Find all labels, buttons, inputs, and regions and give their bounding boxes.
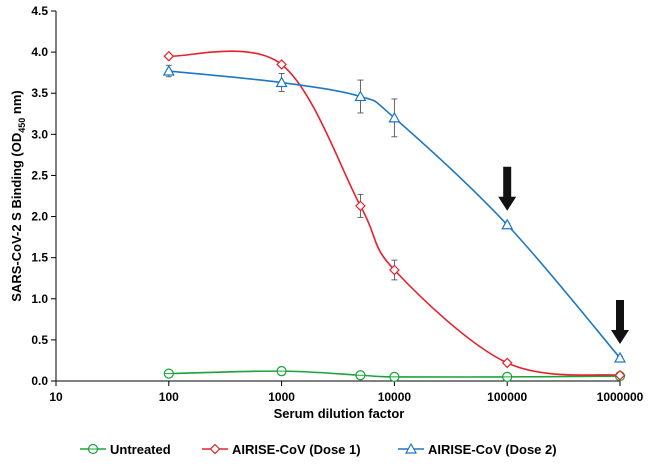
legend: Untreated AIRISE-CoV (Dose 1) AIRISE-CoV (… [80,442,557,457]
annotation-arrows [498,166,629,344]
x-tick-label: 100000 [487,390,527,404]
data-point [355,200,366,212]
x-tick-label: 1000000 [597,390,644,404]
legend-item: Untreated [80,442,171,457]
y-tick-label: 3.5 [31,86,48,100]
y-tick-label: 0.5 [31,333,48,347]
y-tick-label: 1.0 [31,292,48,306]
data-point [389,371,400,382]
x-axis-title: Serum dilution factor [274,406,405,421]
y-tick-label: 4.0 [31,45,48,59]
y-tick-label: 2.0 [31,210,48,224]
data-point [501,357,513,369]
series-3 [162,64,627,363]
down-arrow-icon [498,166,517,211]
series-line [168,50,621,377]
series-2 [163,50,626,381]
down-arrow-icon [611,299,629,344]
legend-marker [404,442,418,454]
data-point [276,59,287,70]
legend-marker [209,443,221,455]
axes [51,10,621,386]
data-point [163,368,174,379]
data-point [276,366,287,377]
legend-marker [87,443,99,455]
data-point [162,64,175,76]
y-tick-label: 1.5 [31,251,48,265]
legend-label: AIRISE-CoV (Dose 1) [232,442,361,457]
y-tick-label: 3.0 [31,127,48,141]
y-axis-title-main: SARS-CoV-2 S Binding (OD [9,133,24,302]
legend-label: Untreated [110,442,171,457]
data-point [275,76,288,88]
y-tick-label: 2.5 [31,168,48,182]
tick-labels: 0.0 0.5 1.0 1.5 2.0 2.5 3.0 3.5 4.0 4.5 10 100 1000 1… [31,4,643,404]
data-point [388,111,401,123]
data-point [613,351,627,363]
series-layer [162,50,627,382]
data-point [355,370,366,381]
series-line [168,370,621,378]
data-point [389,264,400,276]
legend-item: AIRISE-CoV (Dose 1) [202,442,361,457]
y-axis-title-subscript: 450 [17,118,27,133]
data-point [354,90,367,102]
data-point [163,50,175,62]
data-point [501,218,514,230]
series-line [168,70,621,359]
x-tick-label: 100 [159,390,179,404]
x-tick-label: 10 [49,390,63,404]
x-tick-label: 10000 [378,390,412,404]
y-axis-title: SARS-CoV-2 S Binding (OD450 nm) [9,90,27,301]
legend-label: AIRISE-CoV (Dose 2) [428,442,557,457]
x-tick-label: 1000 [268,390,295,404]
data-point [502,371,513,382]
y-tick-label: 4.5 [31,4,48,18]
data-point [614,369,626,381]
y-tick-label: 0.0 [31,374,48,388]
y-axis-title-suffix: nm) [9,90,24,117]
legend-item: AIRISE-CoV (Dose 2) [398,442,557,457]
